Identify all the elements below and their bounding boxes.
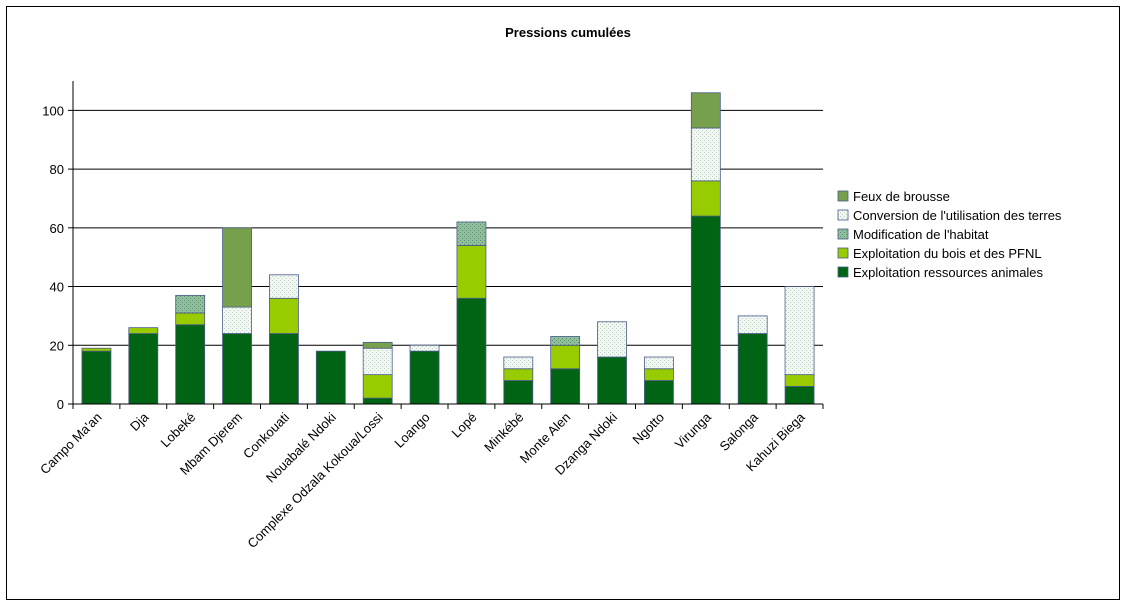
legend-swatch — [837, 228, 849, 240]
bar-segment — [175, 312, 206, 326]
legend-label: Exploitation ressources animales — [853, 265, 1044, 280]
bar-segment — [644, 356, 674, 370]
bar-segment — [550, 368, 581, 405]
bar-segment — [362, 341, 393, 349]
bar-segment — [503, 380, 534, 405]
bar-segment — [737, 315, 768, 334]
bar-segment — [784, 286, 815, 376]
bar-segment — [503, 356, 534, 370]
bars — [81, 92, 815, 405]
bar-segment — [269, 274, 299, 299]
bar-segment — [269, 333, 299, 405]
y-axis-ticks: 0 20 40 60 80 100 — [42, 103, 73, 412]
bar-segment — [597, 321, 627, 358]
y-tick-label: 40 — [50, 280, 64, 295]
x-tick-label: Lopé — [449, 410, 480, 441]
bar-segment — [456, 221, 487, 246]
legend-label: Modification de l'habitat — [853, 227, 989, 242]
bar-segment — [690, 127, 721, 182]
legend-swatch — [837, 266, 849, 278]
bar-segment — [690, 180, 721, 217]
legend-label: Feux de brousse — [853, 189, 950, 204]
bar-segment — [222, 306, 252, 334]
y-tick-label: 20 — [50, 338, 64, 353]
bar-segment — [784, 385, 815, 405]
bar-segment — [362, 347, 393, 376]
bar-segment — [315, 350, 346, 405]
x-tick-label: Loango — [391, 410, 432, 451]
bar-segment — [409, 350, 440, 405]
bar-segment — [737, 333, 768, 405]
legend-swatch — [837, 209, 849, 221]
chart-title: Pressions cumulées — [505, 25, 631, 40]
bar-segment — [222, 227, 252, 308]
x-tick-label: Campo Ma'an — [37, 410, 105, 478]
bar-segment — [362, 397, 393, 405]
bar-segment — [222, 333, 252, 405]
bar-segment — [128, 333, 159, 405]
legend-swatch — [837, 247, 849, 259]
y-tick-label: 60 — [50, 221, 64, 236]
bar-segment — [644, 368, 674, 381]
x-tick-label: Salonga — [716, 409, 761, 454]
bar-segment — [690, 92, 721, 129]
bar-segment — [456, 245, 487, 299]
legend-label: Exploitation du bois et des PFNL — [853, 246, 1042, 261]
bar-segment — [503, 368, 534, 381]
bar-segment — [128, 327, 159, 334]
x-tick-label: Dja — [127, 409, 152, 434]
x-tick-label: Lobeké — [158, 410, 199, 451]
bar-segment — [81, 347, 112, 352]
legend-label: Conversion de l'utilisation des terres — [853, 208, 1062, 223]
legend: Feux de brousse Conversion de l'utilisati… — [837, 189, 1062, 280]
bar-segment — [597, 356, 627, 405]
y-tick-label: 100 — [42, 103, 64, 118]
bar-segment — [784, 374, 815, 387]
bar-segment — [644, 380, 674, 405]
legend-swatch — [837, 190, 849, 202]
bar-segment — [550, 336, 581, 346]
x-tick-label: Virunga — [672, 409, 715, 452]
bar-segment — [175, 294, 206, 314]
y-tick-label: 0 — [57, 397, 64, 412]
bar-segment — [362, 374, 393, 399]
y-tick-label: 80 — [50, 162, 64, 177]
bar-segment — [269, 297, 299, 334]
bar-segment — [175, 324, 206, 405]
bar-segment — [550, 344, 581, 370]
x-tick-label: Ngotto — [629, 410, 667, 448]
bar-segment — [409, 344, 440, 352]
bar-segment — [456, 297, 487, 405]
bar-segment — [81, 350, 112, 405]
x-tick-label: Minkébé — [481, 410, 526, 455]
bar-segment — [690, 215, 721, 405]
